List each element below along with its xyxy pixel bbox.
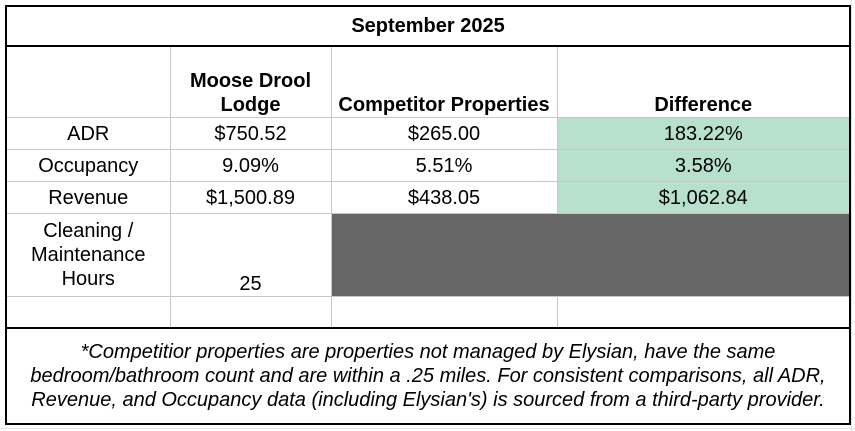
table-row-occupancy: Occupancy 9.09% 5.51% 3.58% xyxy=(5,149,851,182)
empty-cell[interactable] xyxy=(556,296,851,329)
september-report-table: September 2025 Moose Drool Lodge Competi… xyxy=(5,5,852,425)
row-label-cleaning[interactable]: Cleaning / Maintenance Hours xyxy=(5,213,171,297)
empty-cell[interactable] xyxy=(5,296,171,329)
header-difference[interactable]: Difference xyxy=(556,45,851,118)
lodge-occupancy-cell[interactable]: 9.09% xyxy=(169,149,332,182)
lodge-revenue-cell[interactable]: $1,500.89 xyxy=(169,181,332,214)
difference-occupancy-cell[interactable]: 3.58% xyxy=(556,149,851,182)
header-row: Moose Drool Lodge Competitor Properties … xyxy=(5,45,851,118)
row-label-occupancy[interactable]: Occupancy xyxy=(5,149,171,182)
empty-cell[interactable] xyxy=(169,296,332,329)
row-label-adr[interactable]: ADR xyxy=(5,117,171,150)
table-row-empty xyxy=(5,296,851,329)
row-label-revenue[interactable]: Revenue xyxy=(5,181,171,214)
table-row-cleaning: Cleaning / Maintenance Hours 25 xyxy=(5,213,851,297)
empty-cell[interactable] xyxy=(330,296,558,329)
report-title[interactable]: September 2025 xyxy=(5,5,851,47)
lodge-cleaning-cell[interactable]: 25 xyxy=(169,213,332,297)
footnote[interactable]: *Competitior properties are properties n… xyxy=(5,327,851,425)
blocked-cell[interactable] xyxy=(330,213,851,297)
header-moose-drool-lodge[interactable]: Moose Drool Lodge xyxy=(169,45,332,118)
lodge-adr-cell[interactable]: $750.52 xyxy=(169,117,332,150)
competitor-occupancy-cell[interactable]: 5.51% xyxy=(330,149,558,182)
table-row-revenue: Revenue $1,500.89 $438.05 $1,062.84 xyxy=(5,181,851,214)
footnote-row: *Competitior properties are properties n… xyxy=(5,327,851,425)
header-empty-cell[interactable] xyxy=(5,45,171,118)
table-row-adr: ADR $750.52 $265.00 183.22% xyxy=(5,117,851,150)
competitor-revenue-cell[interactable]: $438.05 xyxy=(330,181,558,214)
difference-adr-cell[interactable]: 183.22% xyxy=(556,117,851,150)
difference-revenue-cell[interactable]: $1,062.84 xyxy=(556,181,851,214)
title-row: September 2025 xyxy=(5,5,851,47)
competitor-adr-cell[interactable]: $265.00 xyxy=(330,117,558,150)
header-competitor-properties[interactable]: Competitor Properties xyxy=(330,45,558,118)
